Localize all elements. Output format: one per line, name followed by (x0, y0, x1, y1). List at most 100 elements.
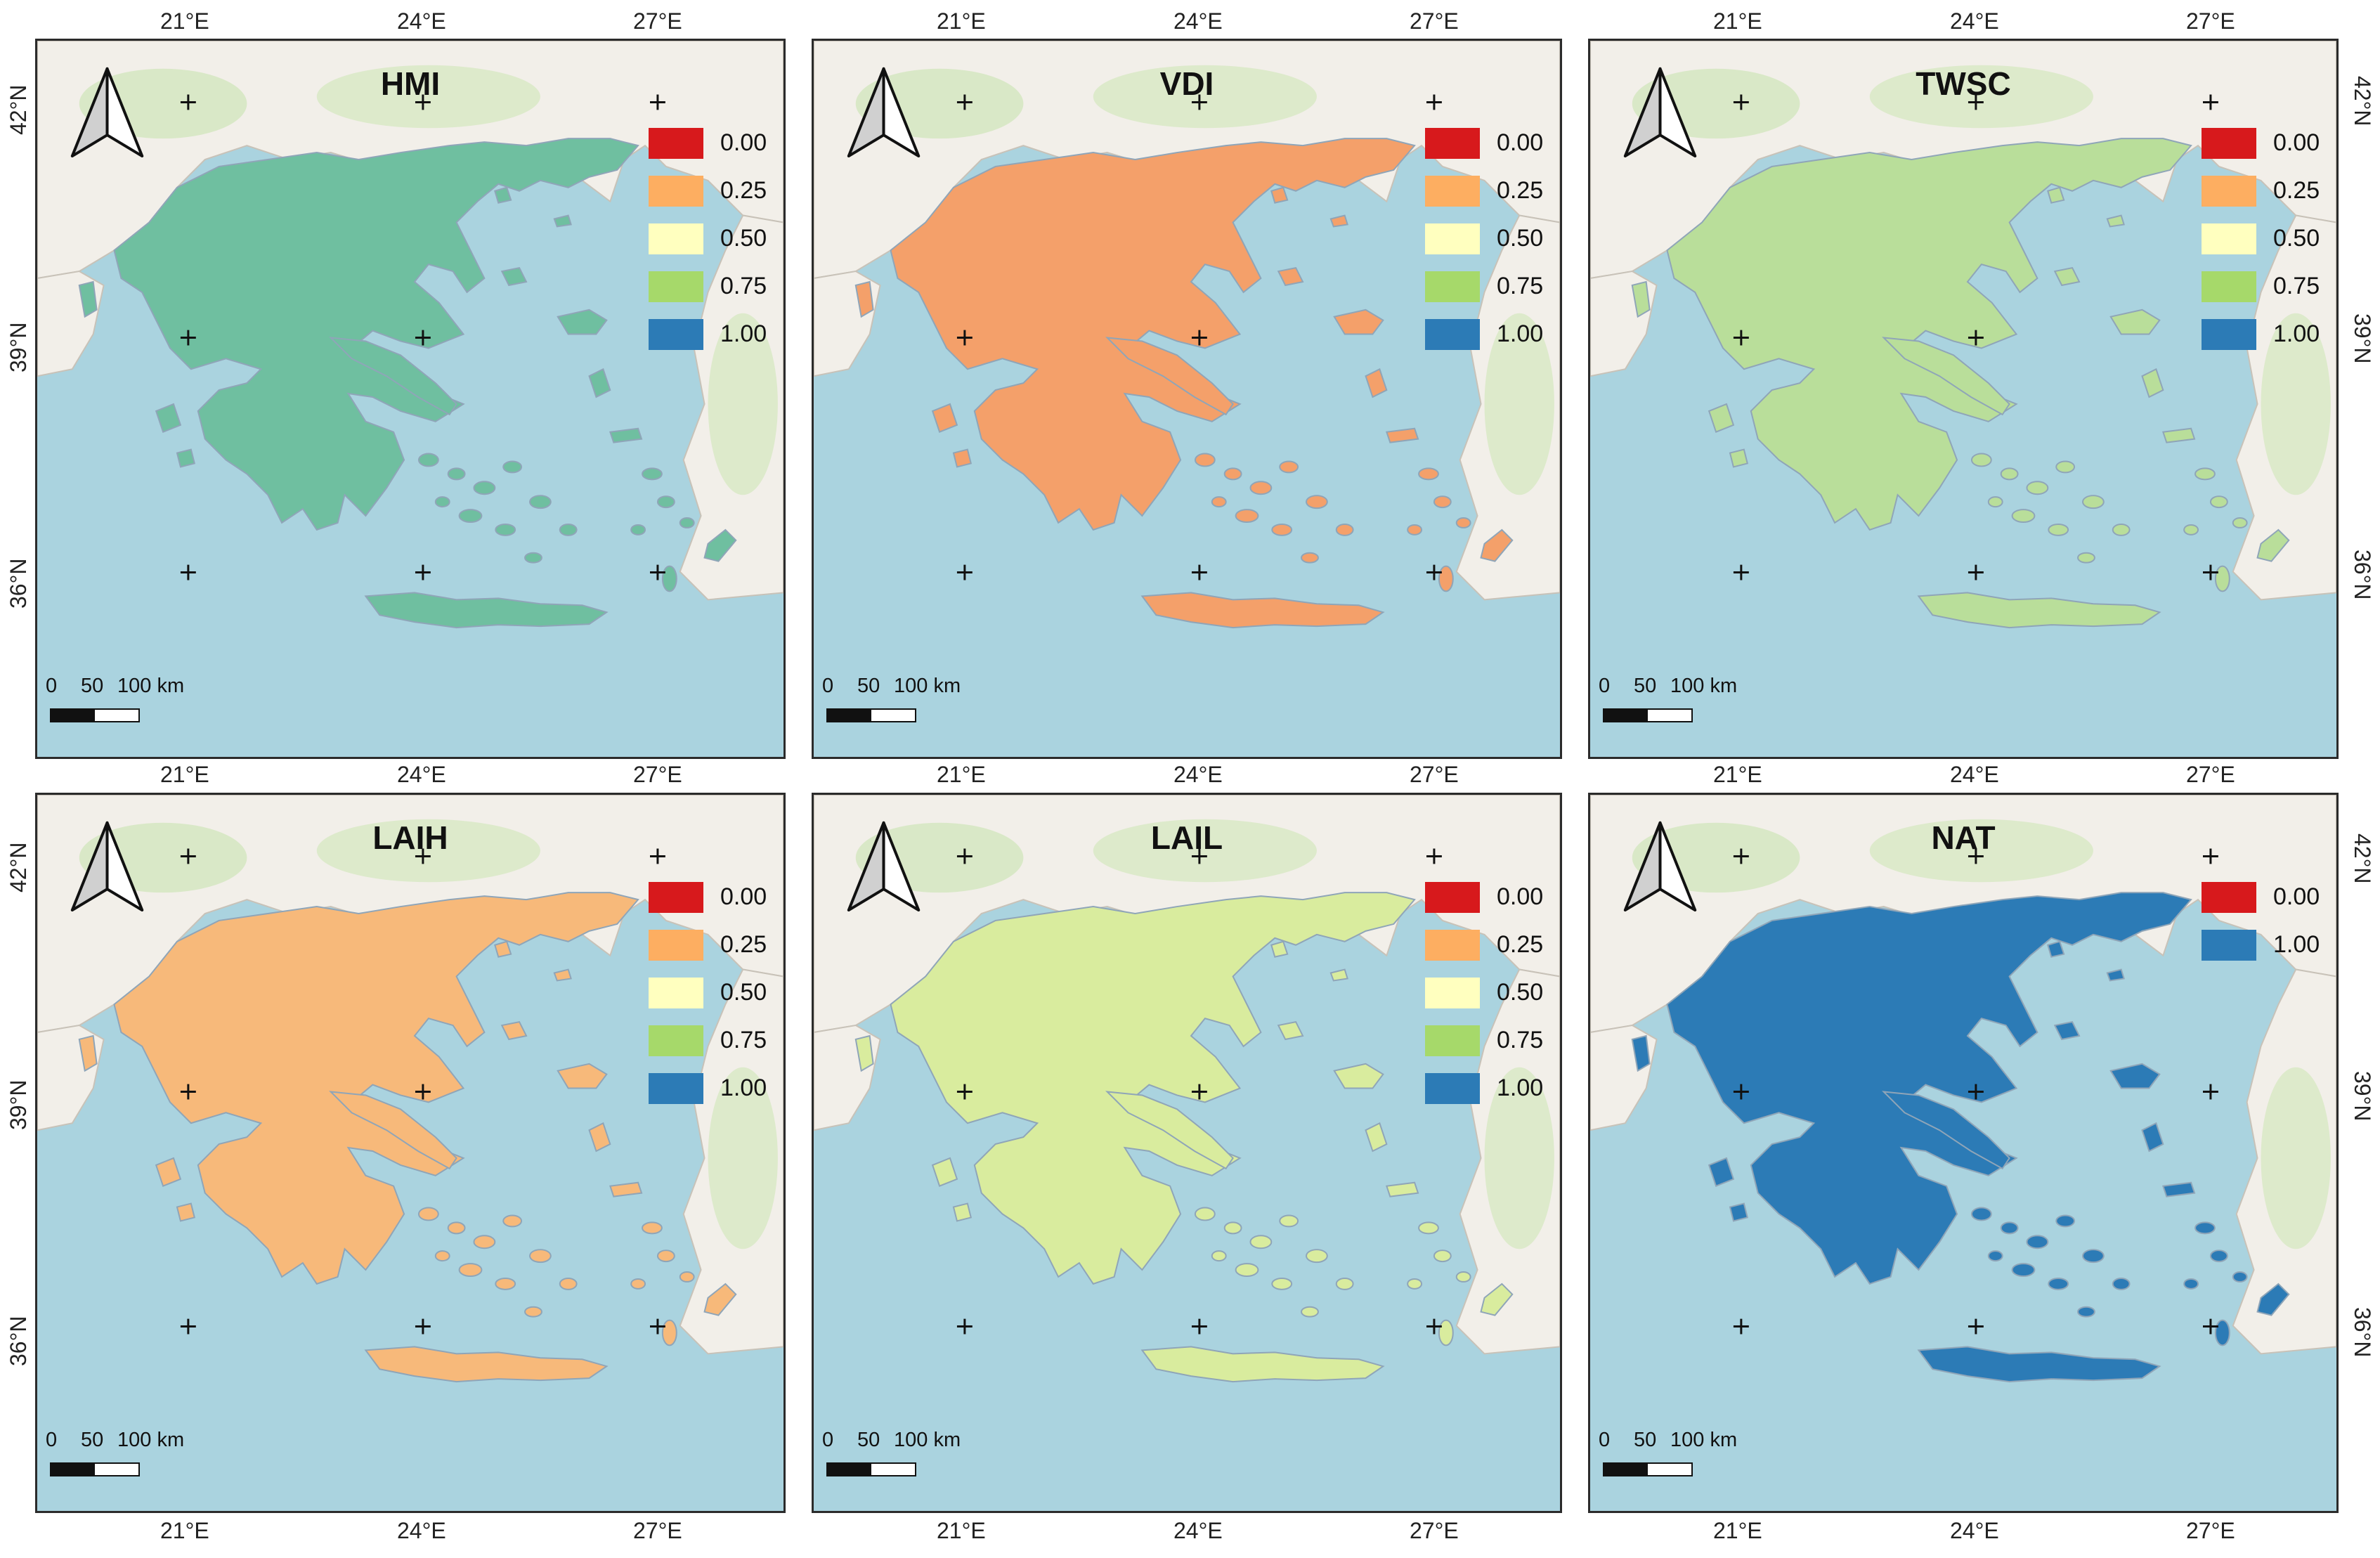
scale-label-100: 100 km (894, 675, 961, 697)
cyclades-islands (1194, 1207, 1354, 1318)
scale-bar (1603, 708, 1693, 722)
evia-island (328, 1091, 457, 1170)
scale-label-0: 0 (822, 675, 834, 697)
panel-title: HMI (380, 65, 441, 102)
thasos-island (2047, 940, 2065, 958)
legend-label: 0.50 (1497, 225, 1544, 252)
north-arrow (70, 821, 144, 912)
legend-swatch (2202, 128, 2256, 159)
legend-label: 1.00 (1497, 1075, 1544, 1101)
samothraki-island (2106, 968, 2125, 982)
dodecanese-islands (1407, 467, 1471, 592)
samothraki-island (1329, 968, 1348, 982)
scale-label-0: 0 (46, 675, 58, 697)
corfu-island (78, 280, 98, 318)
neighbor-vegetation (316, 65, 540, 129)
lat-tick: 39°N (2350, 1071, 2375, 1122)
legend-swatch (1425, 128, 1480, 159)
legend-label: 0.25 (1497, 177, 1544, 204)
corfu-island (854, 280, 874, 318)
lon-tick: 27°E (2186, 8, 2235, 34)
lon-tick: 27°E (2186, 762, 2235, 787)
corfu-island (1631, 280, 1651, 318)
dodecanese-islands (630, 1221, 695, 1346)
dodecanese-islands (2183, 467, 2248, 592)
legend-swatch (1425, 176, 1480, 207)
greece-mainland (113, 892, 639, 1285)
cyclades-islands (1970, 1207, 2131, 1318)
thasos-island (494, 940, 512, 958)
neighbor-vegetation (1869, 819, 2093, 883)
legend-label: 0.75 (1497, 1027, 1544, 1053)
samos-island (609, 427, 643, 443)
neighbor-vegetation (708, 1067, 778, 1249)
crete-island (364, 592, 609, 629)
legend-swatch (2202, 176, 2256, 207)
limnos-island (2053, 1020, 2081, 1041)
legend-swatch (1425, 223, 1480, 254)
scale-bar (826, 1462, 916, 1476)
legend-swatch (649, 176, 703, 207)
legend-swatch (2202, 319, 2256, 350)
zakynthos-island (1729, 1202, 1749, 1222)
north-arrow (847, 67, 921, 158)
graticule-crosses (180, 848, 665, 1335)
legend-label: 0.75 (1497, 273, 1544, 299)
crete-island (364, 1346, 609, 1383)
panel-title: LAIL (1150, 819, 1223, 856)
chios-island (1365, 368, 1388, 398)
lat-tick: 42°N (6, 84, 31, 136)
neighbor-vegetation (1093, 65, 1317, 129)
legend-label: 0.50 (2273, 225, 2320, 252)
scale-label-100: 100 km (1670, 675, 1738, 697)
map-panel-vdi: VDI 0.00 0.25 0.50 0.75 1.00 0 50 100 km (812, 39, 1562, 759)
lon-tick: 24°E (397, 1518, 446, 1543)
legend-label: 0.00 (1497, 883, 1544, 910)
samos-island (609, 1181, 643, 1197)
legend-swatch (649, 319, 703, 350)
legend-label: 0.50 (720, 225, 767, 252)
greece-mainland (1666, 138, 2192, 531)
lon-tick: 24°E (1173, 8, 1223, 34)
thasos-island (494, 186, 512, 204)
zakynthos-island (176, 1202, 196, 1222)
legend-swatch (1425, 1073, 1480, 1104)
rhodes-island (2256, 528, 2290, 562)
lat-tick: 36°N (2350, 550, 2375, 600)
greece-mainland (1666, 892, 2192, 1285)
scale-label-50: 50 (857, 1429, 880, 1451)
legend-swatch (1425, 930, 1480, 961)
lesvos-island (2109, 309, 2161, 335)
kefalonia-island (931, 1157, 958, 1188)
legend-label: 0.00 (2273, 129, 2320, 156)
legend-label: 0.50 (1497, 979, 1544, 1006)
zakynthos-island (952, 1202, 973, 1222)
scale-label-100: 100 km (894, 1429, 961, 1451)
rhodes-island (703, 528, 737, 562)
kefalonia-island (1708, 1157, 1735, 1188)
legend-label: 0.00 (1497, 129, 1544, 156)
scale-bar (50, 708, 140, 722)
legend-swatch (649, 128, 703, 159)
scale-label-50: 50 (81, 675, 104, 697)
legend-label: 1.00 (2273, 931, 2320, 958)
lon-tick: 21°E (937, 1518, 986, 1543)
graticule-crosses (1733, 94, 2218, 580)
lon-tick: 21°E (160, 1518, 209, 1543)
legend-label: 0.75 (2273, 273, 2320, 299)
lon-tick: 21°E (1713, 8, 1762, 34)
legend-label: 0.00 (720, 129, 767, 156)
samothraki-island (2106, 214, 2125, 228)
samos-island (2161, 1181, 2196, 1197)
samothraki-island (1329, 214, 1348, 228)
lon-tick: 21°E (937, 8, 986, 34)
legend-label: 0.75 (720, 273, 767, 299)
scale-label-100: 100 km (117, 1429, 185, 1451)
legend-label: 0.25 (720, 177, 767, 204)
neighbor-vegetation (2261, 313, 2331, 495)
scale-label-50: 50 (1634, 675, 1657, 697)
samos-island (1385, 1181, 1419, 1197)
crete-island (1140, 1346, 1385, 1383)
lon-tick: 24°E (1173, 762, 1223, 787)
greece-mainland (890, 138, 1416, 531)
